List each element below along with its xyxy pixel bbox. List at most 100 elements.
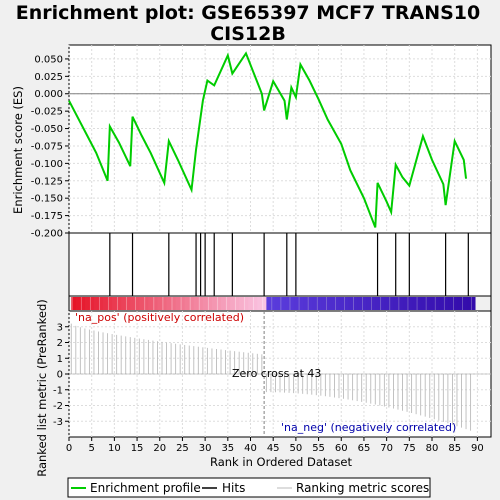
color-bar-segment <box>443 297 449 310</box>
color-bar-segment <box>375 297 381 310</box>
es-y-tick-label: -0.050 <box>31 124 63 135</box>
color-bar-segment <box>84 297 90 310</box>
es-y-tick-label: 0.050 <box>34 54 63 65</box>
color-bar-segment <box>75 297 81 310</box>
rank-y-tick-label: -1 <box>53 385 63 396</box>
x-tick-label: 85 <box>448 443 461 454</box>
color-bar-segment <box>239 297 245 310</box>
es-y-tick-label: -0.150 <box>31 194 63 205</box>
legend-enrichment-profile: Enrichment profile <box>90 481 201 495</box>
color-bar-segment <box>452 297 458 310</box>
color-bar-segment <box>447 297 453 310</box>
color-bar-segment <box>343 297 349 310</box>
color-bar-segment <box>261 297 267 310</box>
color-bar-segment <box>211 297 217 310</box>
color-bar-segment <box>103 297 108 310</box>
color-bar-segment <box>289 297 295 310</box>
color-bar-segment <box>461 297 467 310</box>
color-bar-segment <box>207 297 213 310</box>
color-bar-segment <box>189 297 195 310</box>
color-bar-segment <box>184 297 190 310</box>
color-bar-segment <box>175 297 181 310</box>
es-gridlines <box>68 45 491 234</box>
chart-title-line2: CIS12B <box>210 23 286 45</box>
color-bar-segment <box>193 297 199 310</box>
rank-y-axis-label: Ranked list metric (PreRanked) <box>35 299 49 477</box>
color-bar-segment <box>425 297 431 310</box>
color-bar-segment <box>361 297 367 310</box>
color-bar-segment <box>198 297 204 310</box>
color-bar-segment <box>316 297 322 310</box>
color-bar-segment <box>234 297 240 310</box>
es-y-tick-label: -0.125 <box>31 176 63 187</box>
color-bar-segment <box>130 297 136 310</box>
color-bar-segment <box>98 297 104 310</box>
color-bar-segment <box>107 297 113 310</box>
color-bar-segment <box>275 297 281 310</box>
chart-title-line1: Enrichment plot: GSE65397 MCF7 TRANS10 <box>16 2 481 24</box>
hits-panel <box>68 232 492 297</box>
ranking-metric-bars <box>69 323 491 431</box>
color-bar-segment <box>429 297 435 310</box>
color-bar-segment <box>248 297 254 310</box>
color-bar-segment <box>466 297 471 310</box>
color-bar-segment <box>302 297 308 310</box>
color-bar-segment <box>438 297 444 310</box>
x-tick-label: 5 <box>89 443 95 454</box>
legend-hits: Hits <box>222 481 245 495</box>
color-bar-segment <box>89 297 95 310</box>
color-bar-segment <box>80 297 86 310</box>
x-tick-label: 40 <box>244 443 257 454</box>
rank-y-tick-label: 0 <box>57 370 63 381</box>
color-bar-segment <box>225 297 231 310</box>
color-bar-segment <box>166 297 172 310</box>
es-y-tick-label: 0.025 <box>34 72 63 83</box>
x-tick-label: 10 <box>108 443 121 454</box>
color-bar-segment <box>230 297 236 310</box>
es-y-tick-label: -0.175 <box>31 211 63 222</box>
color-bar-segment <box>157 297 163 310</box>
enrichment-profile-line <box>68 51 468 228</box>
es-y-tick-label: -0.100 <box>31 159 63 170</box>
rank-y-tick-label: 2 <box>57 338 63 349</box>
color-bar-segment <box>293 297 299 310</box>
es-y-tick-label: -0.025 <box>31 107 63 118</box>
zero-cross-label: Zero cross at 43 <box>232 367 321 380</box>
es-panel <box>68 44 492 234</box>
color-bar-segment <box>143 297 149 310</box>
color-bar-segment <box>252 297 258 310</box>
color-bar-segment <box>152 297 158 310</box>
ranking-color-bar <box>68 295 492 312</box>
x-tick-label: 0 <box>66 443 72 454</box>
color-bar-segment <box>338 297 344 310</box>
x-tick-label: 15 <box>131 443 144 454</box>
color-bar-segment <box>388 297 394 310</box>
x-tick-label: 30 <box>199 443 212 454</box>
color-bar-segment <box>134 297 140 310</box>
color-bar-segment <box>334 297 340 310</box>
rank-y-tick-label: 1 <box>57 354 63 365</box>
color-bar-segment <box>384 297 390 310</box>
color-bar-segment <box>357 297 363 310</box>
es-y-axis-label: Enrichment score (ES) <box>11 86 25 214</box>
color-bar-segment <box>407 297 412 310</box>
color-bar-segment <box>348 297 354 310</box>
rank-y-tick-label: -2 <box>53 401 63 412</box>
color-bar-segment <box>329 297 335 310</box>
color-bar-segment <box>420 297 426 310</box>
color-bar-segment <box>257 297 263 310</box>
x-axis-label: Rank in Ordered Dataset <box>210 455 353 469</box>
color-bar-segment <box>112 297 118 310</box>
color-bar-segment <box>270 297 276 310</box>
negative-correlated-label: 'na_neg' (negatively correlated) <box>281 421 456 434</box>
color-bar-segment <box>180 297 186 310</box>
color-bar-segment <box>298 297 304 310</box>
rank-y-ticks: -3 -2 -1 0 1 2 3 <box>53 322 69 428</box>
x-tick-label: 75 <box>403 443 416 454</box>
color-bar-segment <box>352 297 358 310</box>
x-tick-label: 20 <box>153 443 166 454</box>
color-bar-segment <box>456 297 462 310</box>
color-bar-segment <box>416 297 422 310</box>
color-bar-segment <box>393 297 399 310</box>
